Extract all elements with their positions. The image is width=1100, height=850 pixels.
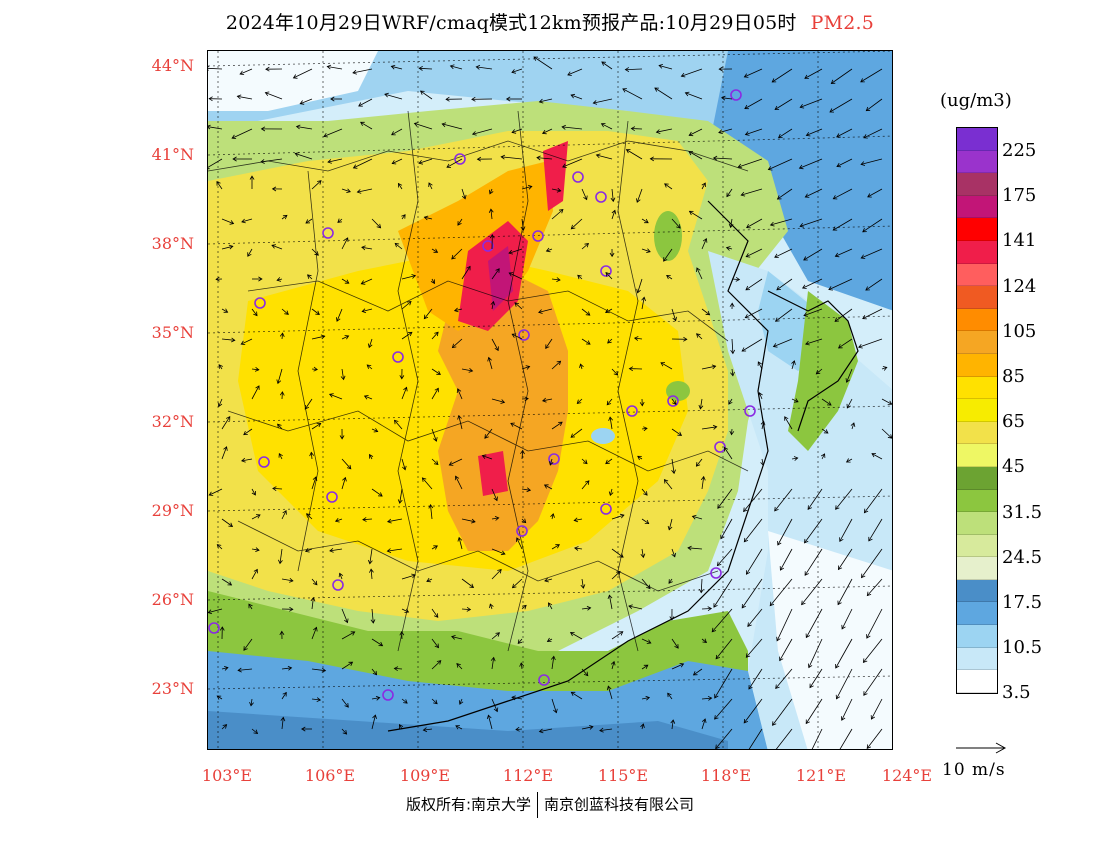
- colorbar-swatch: [957, 173, 997, 196]
- colorbar-swatch: [957, 489, 997, 513]
- lat-label-44: 44°N: [151, 56, 194, 75]
- colorbar-swatch: [957, 534, 997, 558]
- colorbar-label: 24.5: [1002, 546, 1043, 568]
- map-title: 2024年10月29日WRF/cmaq模式12km预报产品:10月29日05时 P…: [0, 8, 1100, 35]
- copyright-divider: [537, 792, 539, 818]
- colorbar-swatch: [957, 240, 997, 264]
- colorbar-label: 85: [1002, 366, 1025, 387]
- colorbar-label: 45: [1002, 456, 1025, 478]
- lat-label-38: 38°N: [151, 234, 194, 253]
- colorbar-swatch: [957, 512, 997, 535]
- lon-label-121: 121°E: [795, 766, 847, 785]
- lon-label-118: 118°E: [700, 766, 752, 785]
- concentration-field: [208, 51, 892, 749]
- lat-label-41: 41°N: [151, 145, 194, 164]
- colorbar-swatch: [957, 286, 997, 309]
- forecast-map: [207, 50, 893, 750]
- colorbar-label: 124: [1002, 275, 1037, 297]
- colorbar-swatch: [957, 647, 997, 671]
- lon-label-103: 103°E: [201, 766, 253, 785]
- colorbar-swatch: [957, 602, 997, 626]
- pollutant-label: PM2.5: [810, 12, 875, 34]
- lon-label-106: 106°E: [304, 766, 356, 785]
- colorbar-label: 225: [1002, 140, 1037, 161]
- lat-label-35: 35°N: [151, 323, 194, 342]
- colorbar-swatch: [957, 263, 997, 287]
- colorbar-swatch: [957, 421, 997, 445]
- wind-reference-arrow: [956, 742, 1007, 754]
- colorbar-swatch: [957, 308, 997, 332]
- lat-label-32: 32°N: [151, 412, 194, 431]
- lon-label-115: 115°E: [597, 766, 649, 785]
- colorbar-units: (ug/m3): [940, 90, 1012, 111]
- colorbar-swatch: [957, 218, 997, 241]
- colorbar-swatch: [957, 376, 997, 400]
- colorbar-label: 3.5: [1002, 682, 1031, 704]
- colorbar-swatch: [957, 195, 997, 219]
- colorbar-label: 105: [1002, 320, 1037, 342]
- lat-label-26: 26°N: [151, 590, 194, 609]
- colorbar-swatch: [957, 399, 997, 422]
- colorbar-label: 31.5: [1002, 501, 1043, 523]
- copyright-left: 版权所有:南京大学: [405, 795, 532, 814]
- colorbar-label: 65: [1002, 411, 1025, 433]
- colorbar-swatch: [957, 670, 997, 693]
- colorbar: [956, 127, 998, 694]
- colorbar-swatch: [957, 353, 997, 377]
- colorbar-swatch: [957, 128, 997, 151]
- colorbar-swatch: [957, 150, 997, 174]
- lon-label-112: 112°E: [502, 766, 554, 785]
- colorbar-swatch: [957, 331, 997, 354]
- colorbar-label: 141: [1002, 230, 1037, 252]
- copyright-right: 南京创蓝科技有限公司: [544, 795, 695, 814]
- lon-label-109: 109°E: [399, 766, 451, 785]
- colorbar-swatch: [957, 625, 997, 648]
- title-main: 2024年10月29日WRF/cmaq模式12km预报产品:10月29日05时: [225, 12, 797, 34]
- lon-label-124: 124°E: [881, 766, 933, 785]
- copyright: 版权所有:南京大学 南京创蓝科技有限公司: [0, 792, 1100, 818]
- city-markers: [208, 89, 756, 701]
- lat-label-23: 23°N: [151, 679, 194, 698]
- wind-reference-label: 10 m/s: [942, 760, 1006, 780]
- colorbar-label: 175: [1002, 185, 1037, 207]
- colorbar-swatch: [957, 579, 997, 603]
- colorbar-swatch: [957, 466, 997, 490]
- colorbar-label: 10.5: [1002, 637, 1043, 659]
- colorbar-swatch: [957, 557, 997, 580]
- wind-vectors: [208, 56, 892, 749]
- lat-label-29: 29°N: [151, 501, 194, 520]
- colorbar-swatch: [957, 444, 997, 467]
- colorbar-label: 17.5: [1002, 592, 1043, 613]
